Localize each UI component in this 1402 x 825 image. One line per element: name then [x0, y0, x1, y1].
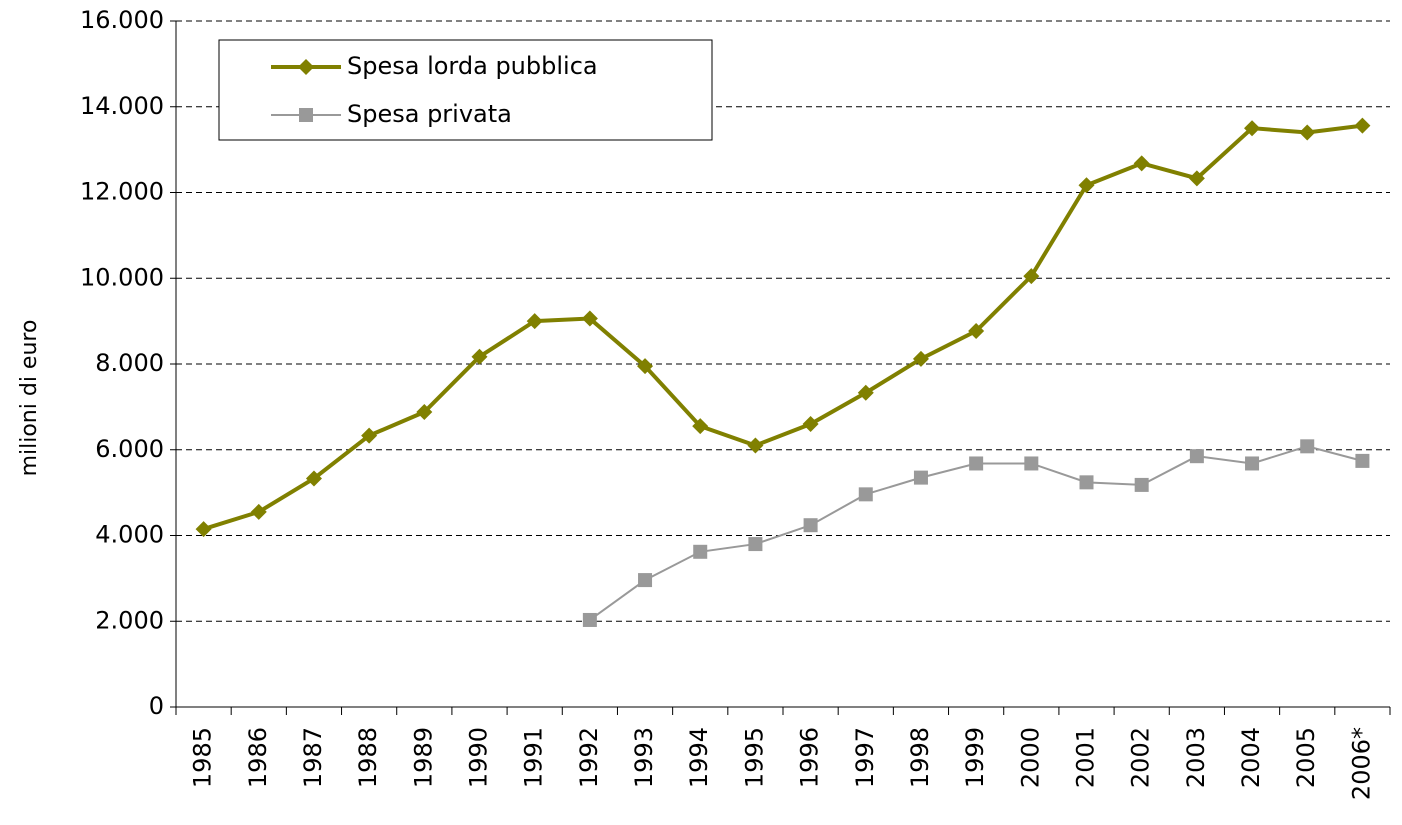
x-tick-label: 2003 — [1182, 727, 1210, 788]
data-point — [1354, 117, 1371, 134]
data-point — [803, 518, 818, 533]
x-tick-label: 1986 — [244, 727, 272, 788]
data-point — [913, 470, 928, 485]
x-tick-label: 2004 — [1237, 727, 1265, 788]
x-tick-label: 1996 — [796, 727, 824, 788]
series-line — [202, 123, 1363, 531]
data-point — [1244, 120, 1261, 137]
legend-marker — [299, 108, 313, 122]
x-tick-label: 1999 — [961, 727, 989, 788]
y-tick-label: 0 — [149, 692, 164, 720]
data-point — [581, 310, 598, 327]
y-tick-label: 16.000 — [80, 6, 164, 34]
data-point — [1355, 453, 1370, 468]
data-point — [1133, 155, 1150, 172]
data-point — [471, 348, 488, 365]
data-point — [637, 358, 654, 375]
y-tick-label: 10.000 — [80, 263, 164, 291]
data-point — [1079, 475, 1094, 490]
data-point — [693, 544, 708, 559]
x-tick-label: 2002 — [1127, 727, 1155, 788]
data-point — [250, 503, 267, 520]
x-tick-label: 1985 — [189, 727, 217, 788]
data-point — [912, 350, 929, 367]
data-point — [858, 487, 873, 502]
x-tick-label: 1993 — [630, 727, 658, 788]
data-point — [1134, 477, 1149, 492]
y-tick-label: 12.000 — [80, 178, 164, 206]
x-tick-label: 2005 — [1292, 727, 1320, 788]
x-tick-label: 2000 — [1016, 727, 1044, 788]
data-point — [1245, 456, 1260, 471]
data-point — [968, 322, 985, 339]
data-point — [692, 418, 709, 435]
data-point — [305, 470, 322, 487]
x-tick-label: 2001 — [1072, 727, 1100, 788]
data-point — [1023, 268, 1040, 285]
x-tick-label: 1989 — [409, 727, 437, 788]
y-tick-label: 2.000 — [95, 606, 164, 634]
legend-label: Spesa privata — [347, 100, 512, 128]
x-tick-label: 1997 — [851, 727, 879, 788]
x-tick-label: 1992 — [575, 727, 603, 788]
x-tick-label: 1990 — [465, 727, 493, 788]
x-tick-label: 2006* — [1347, 727, 1375, 800]
x-tick-label: 1994 — [685, 727, 713, 788]
data-point — [416, 404, 433, 421]
data-point — [857, 384, 874, 401]
data-point — [1078, 177, 1095, 194]
legend-marker — [298, 59, 314, 75]
x-tick-label: 1988 — [354, 727, 382, 788]
series-line — [589, 445, 1363, 621]
x-tick-label: 1987 — [299, 727, 327, 788]
data-point — [638, 573, 653, 588]
x-tick-label: 1998 — [906, 727, 934, 788]
data-point — [1024, 456, 1039, 471]
data-point — [969, 456, 984, 471]
y-tick-label: 6.000 — [95, 435, 164, 463]
x-tick-label: 1991 — [520, 727, 548, 788]
data-point — [526, 313, 543, 330]
y-tick-label: 8.000 — [95, 349, 164, 377]
data-point — [1189, 449, 1204, 464]
data-point — [361, 427, 378, 444]
data-point — [1300, 439, 1315, 454]
data-point — [582, 612, 597, 627]
legend-box — [218, 39, 713, 141]
legend-label: Spesa lorda pubblica — [347, 52, 598, 80]
data-point — [1299, 124, 1316, 141]
y-tick-label: 4.000 — [95, 521, 164, 549]
y-axis-title: milioni di euro — [17, 320, 42, 477]
data-point — [747, 437, 764, 454]
data-point — [195, 521, 212, 538]
data-point — [802, 416, 819, 433]
data-point — [1188, 170, 1205, 187]
data-point — [748, 537, 763, 552]
x-tick-label: 1995 — [740, 727, 768, 788]
y-tick-label: 14.000 — [80, 92, 164, 120]
